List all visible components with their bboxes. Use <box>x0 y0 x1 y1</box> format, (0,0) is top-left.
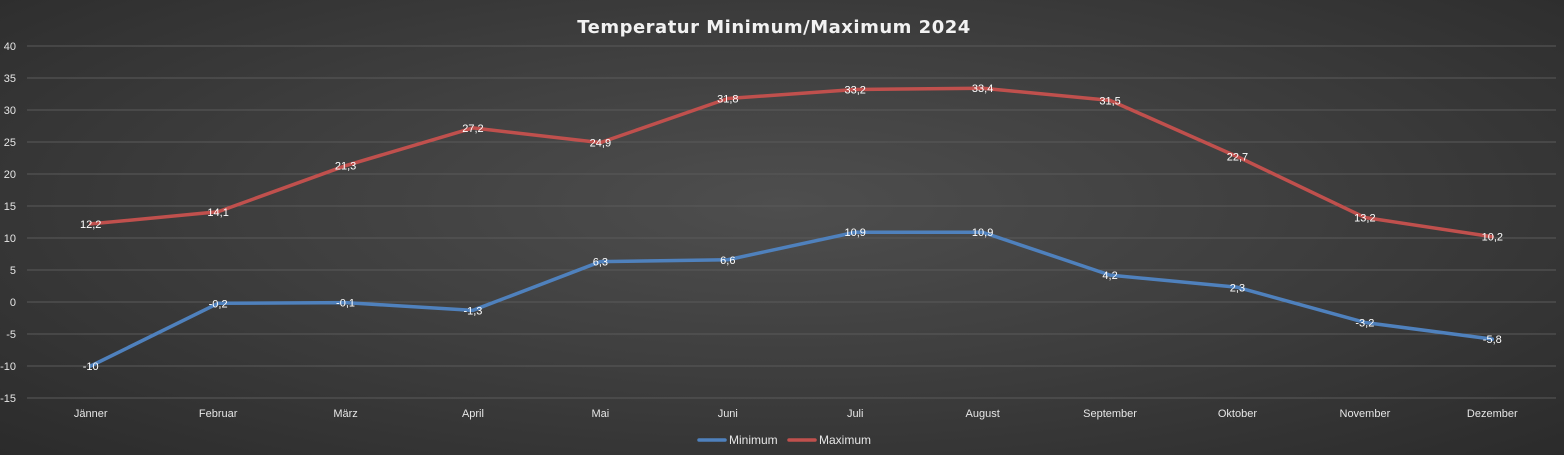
x-tick-label: Juli <box>847 408 864 420</box>
y-tick-label: 0 <box>10 297 16 309</box>
y-tick-label: 5 <box>10 265 16 277</box>
data-label-maximum: 22,7 <box>1227 152 1248 164</box>
data-label-maximum: 21,3 <box>335 161 356 173</box>
data-label-maximum: 33,4 <box>972 83 993 95</box>
x-tick-label: November <box>1340 408 1391 420</box>
data-label-maximum: 24,9 <box>590 138 611 150</box>
data-label-minimum: 4,2 <box>1102 270 1117 282</box>
data-label-maximum: 12,2 <box>80 219 101 231</box>
legend-label-maximum: Maximum <box>819 433 871 447</box>
data-label-minimum: 2,3 <box>1230 282 1245 294</box>
data-label-minimum: -3,2 <box>1355 317 1374 329</box>
series-line-maximum <box>88 86 1495 239</box>
legend-label-minimum: Minimum <box>729 433 778 447</box>
data-label-minimum: -0,2 <box>209 298 228 310</box>
series-lines <box>88 86 1495 368</box>
legend: Minimum Maximum <box>697 433 871 447</box>
data-label-minimum: -10 <box>83 361 99 373</box>
x-tick-label: September <box>1083 408 1137 420</box>
y-tick-label: 35 <box>4 73 16 85</box>
y-tick-label: -15 <box>0 393 16 405</box>
gridlines <box>27 45 1556 399</box>
y-tick-label: 25 <box>4 137 16 149</box>
y-tick-label: -5 <box>6 329 16 341</box>
chart-title: Temperatur Minimum/Maximum 2024 <box>577 17 971 38</box>
data-label-minimum: 6,3 <box>593 257 608 269</box>
data-label-maximum: 13,2 <box>1354 213 1375 225</box>
data-label-minimum: 10,9 <box>844 227 865 239</box>
data-label-minimum: -0,1 <box>336 298 355 310</box>
y-tick-label: -10 <box>0 361 16 373</box>
y-tick-label: 10 <box>4 233 16 245</box>
y-tick-label: 40 <box>4 41 16 53</box>
x-tick-label: April <box>462 408 484 420</box>
data-label-maximum: 14,1 <box>207 207 228 219</box>
x-tick-label: Oktober <box>1218 408 1257 420</box>
x-tick-label: August <box>966 408 1000 420</box>
x-tick-label: März <box>333 408 357 420</box>
y-tick-label: 15 <box>4 201 16 213</box>
x-tick-label: Februar <box>199 408 238 420</box>
data-label-minimum: 6,6 <box>720 255 735 267</box>
y-axis-ticks: 40 35 30 25 20 15 10 5 0 -5 -10 -15 <box>0 41 16 405</box>
data-label-maximum: 27,2 <box>462 123 483 135</box>
data-label-maximum: 31,8 <box>717 93 738 105</box>
data-labels: -10 -0,2 -0,1 -1,3 6,3 6,6 10,9 10,9 4,2 2,3 -3,2 -… <box>80 83 1503 373</box>
series-line-minimum <box>88 230 1495 368</box>
x-axis-ticks: Jänner Februar März April Mai Juni Juli August S… <box>74 408 1518 420</box>
data-label-minimum: -1,3 <box>463 305 482 317</box>
x-tick-label: Dezember <box>1467 408 1518 420</box>
data-label-minimum: 10,9 <box>972 227 993 239</box>
x-tick-label: Mai <box>592 408 610 420</box>
y-tick-label: 20 <box>4 169 16 181</box>
data-label-maximum: 10,2 <box>1482 232 1503 244</box>
y-tick-label: 30 <box>4 105 16 117</box>
data-label-maximum: 31,5 <box>1099 95 1120 107</box>
x-tick-label: Juni <box>718 408 738 420</box>
data-label-minimum: -5,8 <box>1483 334 1502 346</box>
data-label-maximum: 33,2 <box>844 85 865 97</box>
x-tick-label: Jänner <box>74 408 108 420</box>
